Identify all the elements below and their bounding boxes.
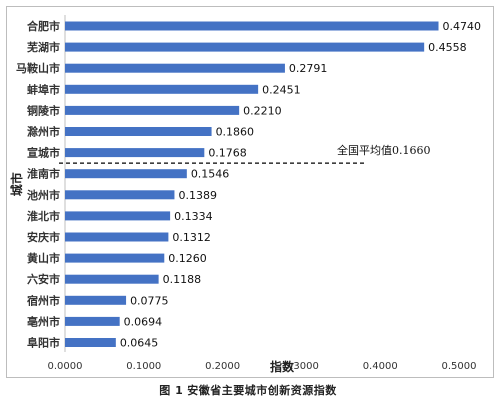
- category-label: 六安市: [27, 272, 60, 286]
- category-label: 滁州市: [27, 125, 60, 139]
- data-label: 0.1260: [168, 252, 207, 265]
- x-tick-label: 0.2000: [205, 361, 240, 372]
- category-label: 马鞍山市: [16, 61, 60, 75]
- bar: [65, 148, 205, 158]
- category-label: 宿州市: [27, 293, 60, 307]
- bar: [65, 211, 171, 221]
- bar: [65, 190, 175, 200]
- data-label: 0.1389: [178, 189, 217, 202]
- bar: [65, 127, 212, 136]
- data-label: 0.4740: [443, 20, 482, 33]
- category-label: 蚌埠市: [27, 82, 60, 96]
- data-label: 0.0694: [124, 315, 162, 328]
- bar: [65, 63, 285, 73]
- category-label: 亳州市: [27, 314, 60, 328]
- bar: [65, 274, 159, 284]
- figure-title: 安徽省主要城市创新资源指数: [187, 384, 337, 397]
- bar: [65, 42, 425, 52]
- x-tick-label: 0.5000: [442, 361, 477, 372]
- category-label: 合肥市: [27, 19, 60, 33]
- category-label: 宣城市: [27, 146, 60, 160]
- y-axis-title: 城市: [9, 172, 24, 196]
- data-label: 0.2451: [262, 83, 301, 96]
- x-tick-label: 0.0000: [48, 361, 83, 372]
- data-label: 0.1768: [208, 147, 247, 160]
- category-label: 池州市: [27, 188, 60, 202]
- chart-frame: 合肥市 0.4740 芜湖市 0.4558 马鞍山市 0.2791 蚌埠市 0.2451 铜陵市…: [6, 6, 494, 378]
- x-tick-label: 0.1000: [126, 361, 161, 372]
- x-tick-label: 0.3000: [284, 361, 319, 372]
- category-label: 铜陵市: [26, 103, 60, 117]
- data-label: 0.1188: [163, 273, 202, 286]
- x-tick-label: 0.4000: [363, 361, 398, 372]
- figure-number: 图 1: [159, 384, 184, 397]
- data-label: 0.4558: [428, 41, 467, 54]
- category-label: 阜阳市: [27, 336, 60, 350]
- bar: [65, 232, 169, 242]
- bar: [65, 21, 439, 31]
- data-label: 0.1860: [216, 126, 255, 139]
- data-label: 0.1546: [191, 168, 230, 181]
- category-label: 黄山市: [27, 251, 60, 265]
- bar: [65, 338, 116, 347]
- data-label: 0.2791: [289, 62, 328, 75]
- data-label: 0.0775: [130, 294, 169, 307]
- bar: [65, 105, 240, 115]
- category-label: 安庆市: [27, 230, 60, 244]
- x-axis-title: 指数: [270, 359, 295, 374]
- data-label: 0.1312: [172, 231, 211, 244]
- bar: [65, 295, 127, 305]
- bar: [65, 316, 120, 326]
- bar-chart: 合肥市 0.4740 芜湖市 0.4558 马鞍山市 0.2791 蚌埠市 0.2451 铜陵市…: [9, 15, 482, 374]
- data-label: 0.1334: [174, 210, 213, 223]
- figure-caption: 图 1 安徽省主要城市创新资源指数: [0, 382, 500, 398]
- bar: [65, 253, 165, 263]
- data-label: 0.0645: [120, 337, 158, 350]
- national-average-label: 全国平均值0.1660: [337, 143, 431, 157]
- data-label: 0.2210: [243, 104, 282, 117]
- category-label: 芜湖市: [27, 40, 60, 54]
- category-label: 淮北市: [27, 209, 60, 223]
- bar: [65, 84, 259, 94]
- category-label: 淮南市: [27, 167, 60, 181]
- bar: [65, 169, 187, 179]
